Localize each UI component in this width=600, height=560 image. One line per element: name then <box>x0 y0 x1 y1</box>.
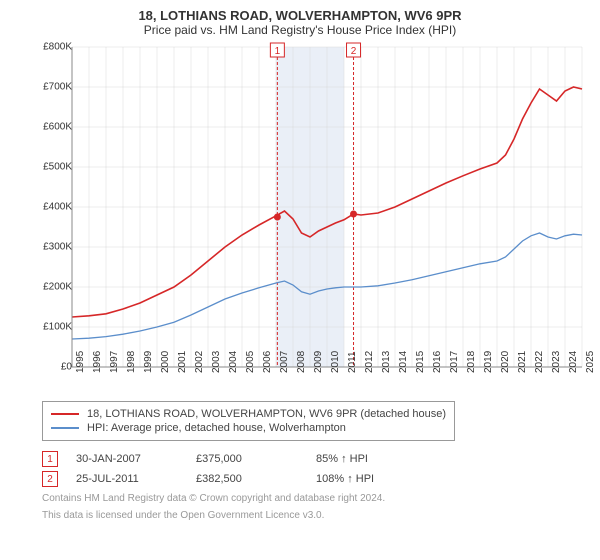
x-tick-label: 2014 <box>398 351 409 373</box>
x-tick-label: 2007 <box>279 351 290 373</box>
x-tick-label: 2010 <box>330 351 341 373</box>
x-tick-label: 1995 <box>75 351 86 373</box>
y-tick-label: £100K <box>43 322 72 333</box>
y-tick-label: £800K <box>43 42 72 53</box>
x-tick-label: 2011 <box>347 351 358 373</box>
marker-date-1: 30-JAN-2007 <box>76 453 196 465</box>
x-tick-label: 2002 <box>194 351 205 373</box>
x-tick-label: 2024 <box>568 351 579 373</box>
x-tick-label: 2009 <box>313 351 324 373</box>
x-tick-label: 2006 <box>262 351 273 373</box>
marker-price-1: £375,000 <box>196 453 316 465</box>
x-tick-label: 2001 <box>177 351 188 373</box>
legend-series-2: HPI: Average price, detached house, Wolv… <box>87 422 346 434</box>
marker-price-2: £382,500 <box>196 473 316 485</box>
y-tick-label: £0 <box>61 362 72 373</box>
x-tick-label: 2021 <box>517 351 528 373</box>
x-tick-label: 2012 <box>364 351 375 373</box>
marker-hpi-1: 85% ↑ HPI <box>316 453 436 465</box>
marker-box-1: 1 <box>42 451 58 467</box>
x-tick-label: 2008 <box>296 351 307 373</box>
legend-series-1: 18, LOTHIANS ROAD, WOLVERHAMPTON, WV6 9P… <box>87 408 446 420</box>
x-tick-label: 2005 <box>245 351 256 373</box>
x-tick-label: 2023 <box>551 351 562 373</box>
y-tick-label: £200K <box>43 282 72 293</box>
x-tick-label: 1997 <box>109 351 120 373</box>
x-tick-label: 2015 <box>415 351 426 373</box>
chart-title: 18, LOTHIANS ROAD, WOLVERHAMPTON, WV6 9P… <box>18 8 582 23</box>
x-tick-label: 2000 <box>160 351 171 373</box>
marker-table: 1 30-JAN-2007 £375,000 85% ↑ HPI 2 25-JU… <box>42 451 582 487</box>
legend: 18, LOTHIANS ROAD, WOLVERHAMPTON, WV6 9P… <box>42 401 455 441</box>
x-tick-label: 2022 <box>534 351 545 373</box>
x-tick-label: 2016 <box>432 351 443 373</box>
x-tick-label: 1998 <box>126 351 137 373</box>
chart-area: 12 £0£100K£200K£300K£400K£500K£600K£700K… <box>42 41 586 391</box>
y-tick-label: £400K <box>43 202 72 213</box>
x-tick-label: 2018 <box>466 351 477 373</box>
footer-line-2: This data is licensed under the Open Gov… <box>42 510 582 521</box>
footer-line-1: Contains HM Land Registry data © Crown c… <box>42 493 582 504</box>
x-tick-label: 2004 <box>228 351 239 373</box>
y-tick-label: £700K <box>43 82 72 93</box>
svg-text:2: 2 <box>351 46 357 57</box>
y-tick-label: £300K <box>43 242 72 253</box>
chart-subtitle: Price paid vs. HM Land Registry's House … <box>18 23 582 37</box>
y-tick-label: £500K <box>43 162 72 173</box>
chart-svg: 12 <box>42 41 586 391</box>
x-tick-label: 2017 <box>449 351 460 373</box>
marker-hpi-2: 108% ↑ HPI <box>316 473 436 485</box>
x-tick-label: 1996 <box>92 351 103 373</box>
marker-box-2: 2 <box>42 471 58 487</box>
svg-text:1: 1 <box>275 46 281 57</box>
x-tick-label: 2020 <box>500 351 511 373</box>
x-tick-label: 2025 <box>585 351 596 373</box>
x-tick-label: 2003 <box>211 351 222 373</box>
x-tick-label: 2013 <box>381 351 392 373</box>
x-tick-label: 1999 <box>143 351 154 373</box>
x-tick-label: 2019 <box>483 351 494 373</box>
marker-date-2: 25-JUL-2011 <box>76 473 196 485</box>
y-tick-label: £600K <box>43 122 72 133</box>
